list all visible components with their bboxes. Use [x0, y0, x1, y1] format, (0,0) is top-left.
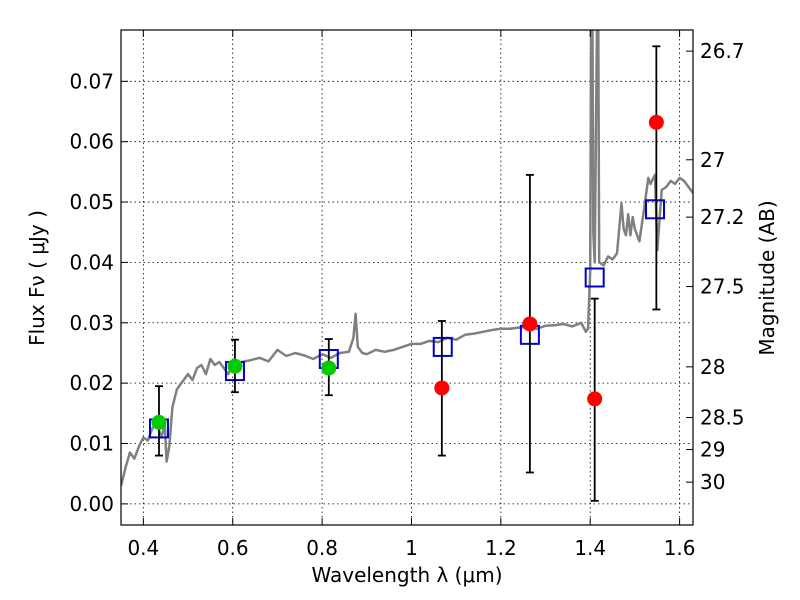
y2-tick-label: 28.5	[700, 406, 745, 430]
grid-lines	[121, 30, 693, 525]
x-tick-label: 1.2	[485, 536, 517, 560]
y-tick-label: 0.01	[69, 432, 114, 456]
y2-tick-label: 27	[700, 148, 725, 172]
data-layer	[121, 30, 693, 502]
x-tick-label: 1	[405, 536, 418, 560]
y-tick-label: 0.04	[69, 250, 114, 274]
x-tick-label: 1.4	[574, 536, 606, 560]
x-tick-label: 0.6	[217, 536, 249, 560]
x-tick-label: 0.4	[127, 536, 159, 560]
y-tick-label: 0.06	[69, 130, 114, 154]
y2-tick-label: 26.7	[700, 39, 745, 63]
model-square-marker	[584, 267, 605, 288]
red-photometry-point	[648, 114, 664, 130]
green-photometry-point	[151, 414, 167, 430]
y-tick-label: 0.00	[69, 492, 114, 516]
y-tick-label: 0.07	[69, 69, 114, 93]
x-axis-label: Wavelength λ (μm)	[311, 563, 502, 587]
green-photometry-point	[321, 360, 337, 376]
y-tick-label: 0.02	[69, 371, 114, 395]
axis-ticks: 0.4 0.6 0.8 1 1.2 1.4 1.6 0.00 0.01 0.02 0.03 0.04 0…	[69, 30, 745, 560]
red-photometry-point	[587, 391, 603, 407]
y2-tick-label: 27.2	[700, 205, 745, 229]
y2-axis-label: Magnitude (AB)	[755, 200, 779, 355]
green-photometry-point	[227, 358, 243, 374]
red-photometry-point	[434, 380, 450, 396]
y2-tick-label: 30	[700, 470, 725, 494]
y2-tick-label: 29	[700, 438, 725, 462]
y-axis-label: Flux Fν ( μJy )	[25, 210, 49, 346]
x-tick-label: 1.6	[664, 536, 696, 560]
y2-tick-label: 27.5	[700, 275, 745, 299]
y-tick-label: 0.03	[69, 311, 114, 335]
x-tick-label: 0.8	[306, 536, 338, 560]
plot-frame	[120, 29, 694, 526]
model-square-marker	[645, 199, 666, 220]
plot-background	[121, 30, 693, 525]
y2-tick-label: 28	[700, 355, 725, 379]
red-photometry-point	[522, 316, 538, 332]
y-tick-label: 0.05	[69, 190, 114, 214]
